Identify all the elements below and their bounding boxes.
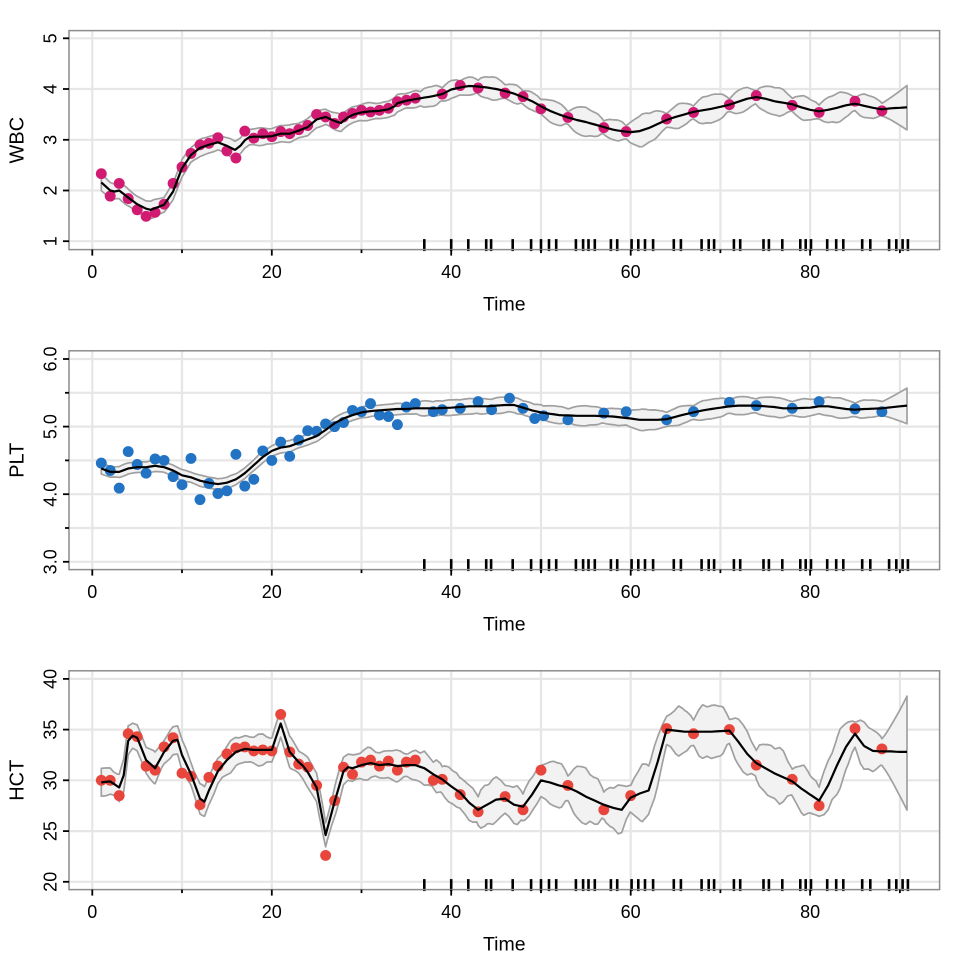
- svg-text:2: 2: [41, 185, 61, 195]
- svg-text:20: 20: [262, 902, 282, 922]
- svg-text:5.0: 5.0: [41, 414, 61, 439]
- svg-text:6.0: 6.0: [41, 346, 61, 371]
- svg-text:25: 25: [41, 821, 61, 841]
- svg-text:0: 0: [87, 902, 97, 922]
- svg-text:20: 20: [262, 582, 282, 602]
- svg-text:30: 30: [41, 770, 61, 790]
- svg-text:80: 80: [800, 262, 820, 282]
- svg-text:80: 80: [800, 582, 820, 602]
- svg-text:40: 40: [41, 669, 61, 689]
- svg-text:Time: Time: [483, 934, 526, 956]
- svg-text:3: 3: [41, 135, 61, 145]
- svg-text:40: 40: [441, 582, 461, 602]
- svg-text:WBC: WBC: [7, 117, 29, 164]
- svg-text:0: 0: [87, 582, 97, 602]
- svg-text:80: 80: [800, 902, 820, 922]
- svg-text:5: 5: [41, 33, 61, 43]
- svg-text:20: 20: [41, 872, 61, 892]
- svg-text:Time: Time: [483, 614, 526, 636]
- svg-text:PLT: PLT: [7, 443, 29, 478]
- svg-text:1: 1: [41, 236, 61, 246]
- svg-text:40: 40: [441, 262, 461, 282]
- svg-text:40: 40: [441, 902, 461, 922]
- svg-text:60: 60: [621, 262, 641, 282]
- svg-text:35: 35: [41, 720, 61, 740]
- svg-text:4: 4: [41, 84, 61, 94]
- svg-text:0: 0: [87, 262, 97, 282]
- svg-text:HCT: HCT: [7, 760, 29, 801]
- svg-text:4.0: 4.0: [41, 482, 61, 507]
- svg-text:60: 60: [621, 902, 641, 922]
- svg-text:60: 60: [621, 582, 641, 602]
- svg-text:20: 20: [262, 262, 282, 282]
- svg-text:Time: Time: [483, 294, 526, 316]
- svg-text:3.0: 3.0: [41, 549, 61, 574]
